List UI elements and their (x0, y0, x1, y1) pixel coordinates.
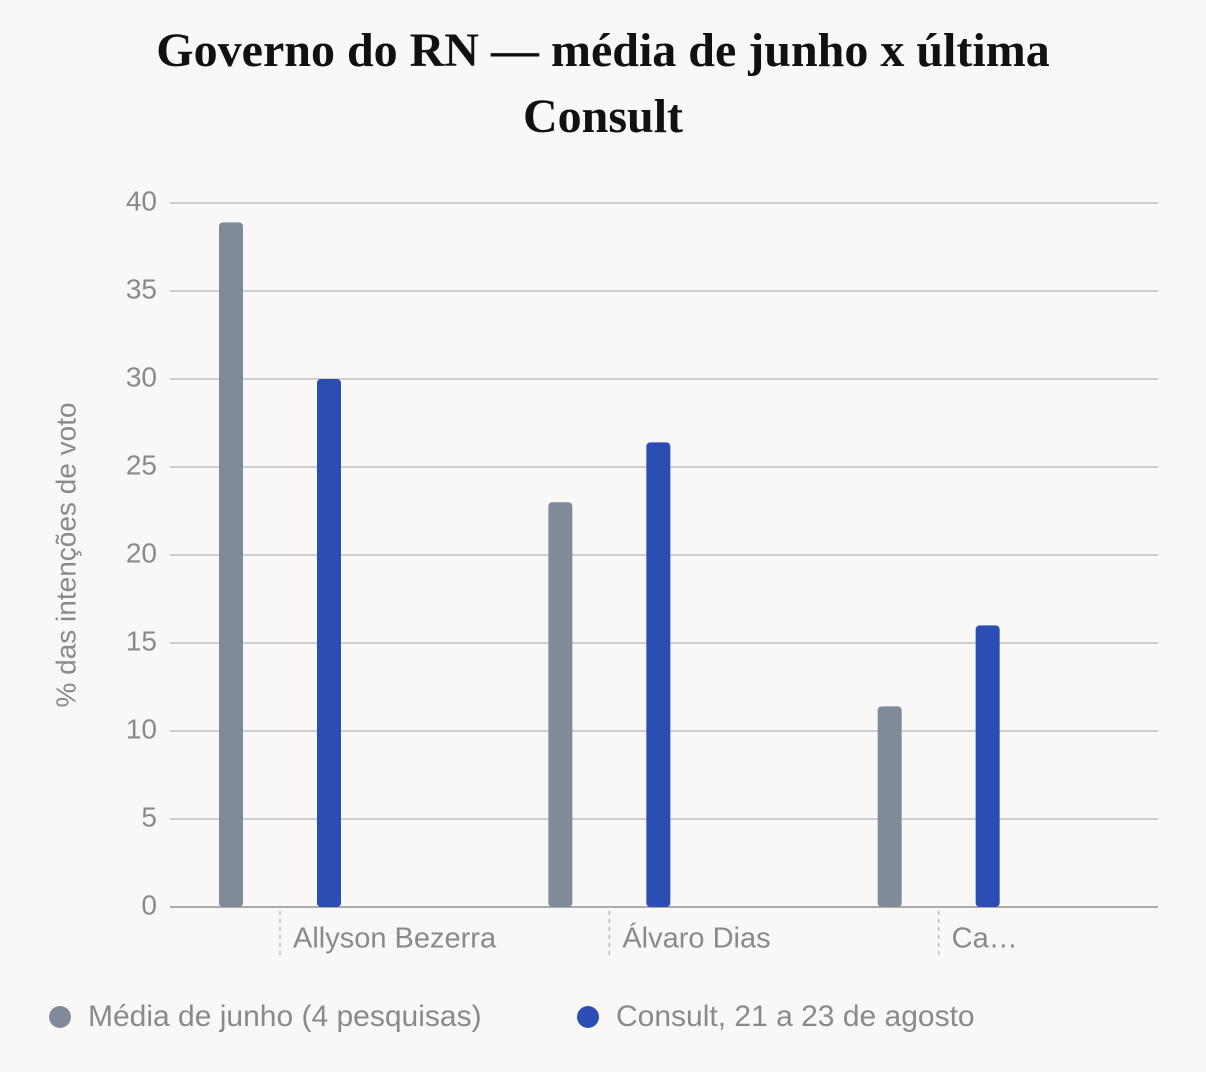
legend-swatch (49, 1006, 71, 1028)
legend-label: Média de junho (4 pesquisas) (88, 1000, 482, 1033)
y-tick-label: 15 (126, 625, 157, 656)
y-tick-label: 25 (126, 449, 157, 480)
y-axis-label: % das intenções de voto (50, 402, 81, 707)
bar (219, 222, 243, 908)
x-tick-label: Ca… (952, 923, 1018, 955)
legend-swatch (577, 1006, 599, 1028)
bar (317, 379, 341, 907)
bar (877, 706, 902, 907)
bar (975, 625, 1000, 907)
y-tick-label: 30 (126, 361, 157, 392)
x-tick-label: Álvaro Dias (622, 922, 770, 955)
bar (548, 502, 573, 907)
legend-label: Consult, 21 a 23 de agosto (616, 1000, 975, 1033)
y-tick-label: 10 (126, 713, 157, 744)
y-tick-label: 20 (126, 537, 157, 568)
y-tick-label: 5 (141, 801, 157, 832)
y-tick-label: 0 (141, 889, 157, 920)
chart-title: Governo do RN — média de junho x última … (156, 24, 1050, 143)
y-tick-label: 40 (126, 185, 157, 216)
y-tick-label: 35 (126, 273, 157, 304)
x-tick-label: Allyson Bezerra (293, 923, 497, 955)
bar (646, 442, 671, 907)
